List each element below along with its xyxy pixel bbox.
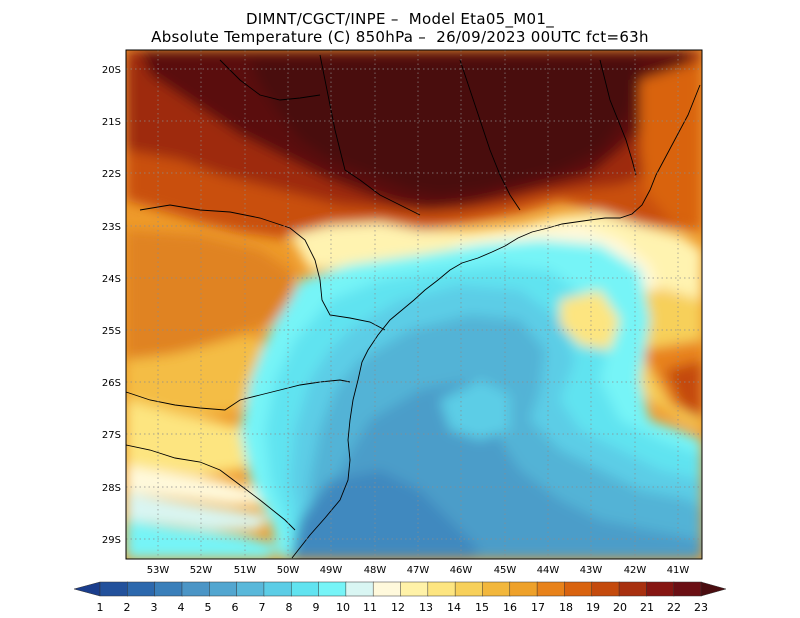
lat-label: 23S xyxy=(102,222,121,233)
colorbar-segment xyxy=(154,581,183,597)
colorbar-label: 15 xyxy=(475,601,489,614)
colorbar-segment xyxy=(591,581,620,597)
colorbar-label: 11 xyxy=(363,601,377,614)
lon-label: 50W xyxy=(277,565,300,576)
lat-label: 25S xyxy=(102,326,121,337)
colorbar-segment xyxy=(536,581,566,597)
colorbar-segment xyxy=(290,581,320,597)
colorbar-label: 17 xyxy=(531,601,545,614)
colorbar-segment xyxy=(236,581,265,597)
lat-label: 27S xyxy=(102,430,121,441)
lon-label: 43W xyxy=(580,565,603,576)
longitude-axis: 53W 52W 51W 50W 49W 48W 47W 46W 45W 44W … xyxy=(147,565,690,576)
colorbar-segment xyxy=(646,581,675,597)
colorbar-label: 8 xyxy=(286,601,293,614)
chart-title-line2: Absolute Temperature (C) 850hPa – 26/09/… xyxy=(151,28,649,46)
lat-label: 28S xyxy=(102,483,121,494)
colorbar-label: 7 xyxy=(259,601,266,614)
colorbar-segment xyxy=(673,581,702,597)
lat-label: 24S xyxy=(102,274,121,285)
coastline-and-borders xyxy=(126,54,701,559)
lat-label: 29S xyxy=(102,535,121,546)
lon-label: 44W xyxy=(537,565,560,576)
lon-label: 53W xyxy=(147,565,170,576)
colorbar-arrow-low xyxy=(73,581,101,597)
colorbar-segment xyxy=(181,581,210,597)
colorbar-label: 13 xyxy=(419,601,433,614)
colorbar-segment xyxy=(99,581,128,597)
colorbar-label: 20 xyxy=(613,601,627,614)
lon-label: 49W xyxy=(320,565,343,576)
latitude-axis: 20S 21S 22S 23S 24S 25S 26S 27S 28S 29S xyxy=(102,65,121,546)
colorbar-label: 14 xyxy=(447,601,461,614)
lon-label: 52W xyxy=(190,565,213,576)
colorbar-label: 1 xyxy=(97,601,104,614)
lon-label: 48W xyxy=(364,565,387,576)
colorbar-segments xyxy=(73,581,727,597)
colorbar-segment xyxy=(454,581,484,597)
colorbar-segment xyxy=(345,581,374,597)
lat-label: 21S xyxy=(102,117,121,128)
colorbar-segment xyxy=(263,581,292,597)
colorbar-label: 5 xyxy=(205,601,212,614)
lon-label: 41W xyxy=(667,565,690,576)
colorbar-label: 19 xyxy=(586,601,600,614)
lat-label: 20S xyxy=(102,65,121,76)
colorbar-segment xyxy=(209,581,238,597)
graticule xyxy=(126,50,702,559)
colorbar-label: 22 xyxy=(667,601,681,614)
colorbar-label: 6 xyxy=(232,601,239,614)
colorbar-segment xyxy=(509,581,538,597)
temperature-field xyxy=(126,50,702,559)
colorbar-segment xyxy=(372,581,402,597)
lon-label: 51W xyxy=(234,565,257,576)
colorbar-label: 23 xyxy=(694,601,708,614)
colorbar-labels: 1 2 3 4 5 6 7 8 9 10 11 12 13 14 15 16 1… xyxy=(97,601,709,614)
colorbar-segment xyxy=(482,581,511,597)
colorbar-label: 10 xyxy=(336,601,350,614)
colorbar-label: 18 xyxy=(559,601,573,614)
lat-label: 26S xyxy=(102,378,121,389)
colorbar-label: 16 xyxy=(503,601,517,614)
lon-label: 47W xyxy=(407,565,430,576)
colorbar-label: 2 xyxy=(124,601,131,614)
lon-label: 42W xyxy=(624,565,647,576)
colorbar-label: 3 xyxy=(151,601,158,614)
colorbar-segment xyxy=(618,581,648,597)
map-frame xyxy=(125,49,703,560)
colorbar-label: 12 xyxy=(391,601,405,614)
colorbar-label: 21 xyxy=(640,601,654,614)
colorbar: 1 2 3 4 5 6 7 8 9 10 11 12 13 14 15 16 1… xyxy=(73,581,727,614)
colorbar-label: 9 xyxy=(313,601,320,614)
colorbar-arrow-high xyxy=(700,581,727,597)
colorbar-segment xyxy=(127,581,156,597)
colorbar-segment xyxy=(318,581,347,597)
chart-title-line1: DIMNT/CGCT/INPE – Model Eta05_M01_ xyxy=(245,10,555,28)
colorbar-segment xyxy=(400,581,429,597)
lon-label: 46W xyxy=(450,565,473,576)
colorbar-segment xyxy=(427,581,456,597)
colorbar-label: 4 xyxy=(178,601,185,614)
colorbar-segment xyxy=(564,581,593,597)
lon-label: 45W xyxy=(494,565,517,576)
lat-label: 22S xyxy=(102,169,121,180)
